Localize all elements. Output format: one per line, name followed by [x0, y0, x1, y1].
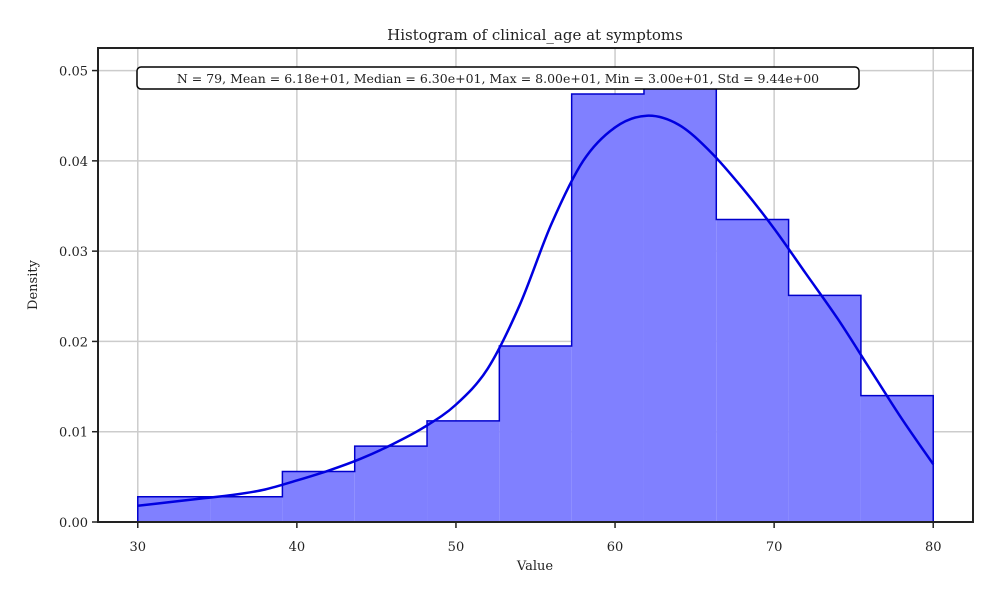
histogram-bar — [499, 345, 572, 522]
histogram-bar — [571, 94, 644, 522]
y-tick-label: 0.03 — [59, 245, 88, 260]
histogram-bar — [860, 395, 934, 522]
y-tick-label: 0.00 — [59, 516, 88, 531]
histogram-bar — [210, 496, 283, 522]
kde-curve-group — [137, 114, 935, 507]
kde-curve — [137, 114, 935, 507]
x-tick-label: 40 — [289, 540, 306, 555]
histogram-bar — [354, 446, 428, 522]
stats-annotation-text: N = 79, Mean = 6.18e+01, Median = 6.30e+… — [177, 71, 819, 86]
y-tick-label: 0.01 — [59, 426, 88, 441]
histogram-bar — [716, 219, 789, 523]
x-tick-label: 70 — [766, 540, 783, 555]
y-tick-label: 0.02 — [59, 335, 88, 350]
histogram-bar — [788, 295, 861, 522]
histogram-bar — [427, 420, 500, 522]
ticks: 30 40 50 60 70 80 0.00 0.01 0.02 0.03 0.04 0.05 — [59, 65, 941, 555]
histogram-bar — [282, 471, 355, 522]
histogram-bar — [643, 82, 717, 523]
axes — [97, 47, 974, 523]
x-tick-label: 80 — [925, 540, 942, 555]
chart-title: Histogram of clinical_age at symptoms — [387, 26, 683, 44]
x-axis-label: Value — [516, 559, 553, 574]
stats-annotation: N = 79, Mean = 6.18e+01, Median = 6.30e+… — [136, 66, 860, 90]
plot-frame — [97, 47, 974, 523]
x-tick-label: 50 — [448, 540, 465, 555]
histogram-outline — [137, 81, 934, 522]
y-axis-label: Density — [26, 259, 41, 310]
y-tick-label: 0.04 — [59, 155, 88, 170]
stats-annotation-box — [136, 66, 860, 90]
x-tick-label: 30 — [129, 540, 146, 555]
x-tick-label: 60 — [607, 540, 624, 555]
y-tick-label: 0.05 — [59, 65, 88, 80]
histogram-bars — [137, 81, 934, 523]
